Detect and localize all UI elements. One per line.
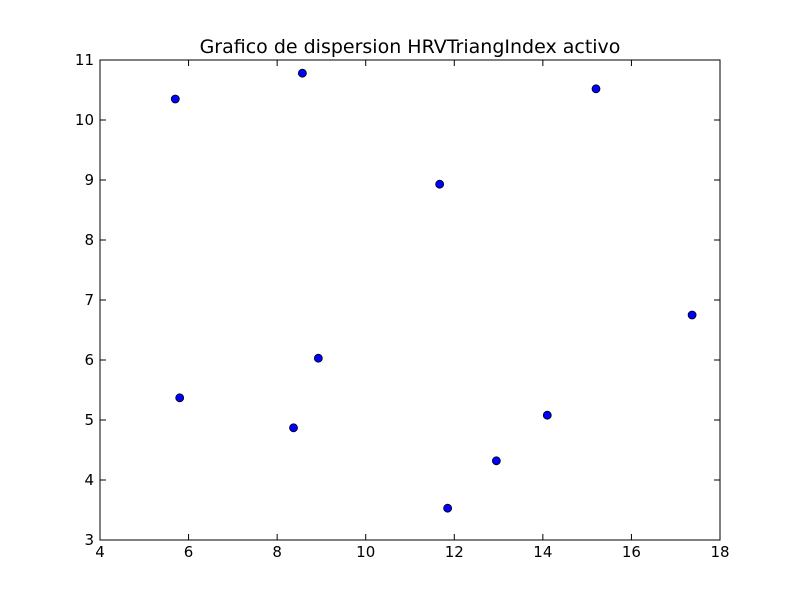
data-point [175, 393, 185, 403]
y-tick-label: 8 [84, 231, 94, 249]
data-point [687, 310, 697, 320]
data-point [435, 179, 445, 189]
x-tick-label: 6 [184, 543, 194, 561]
data-point [491, 456, 501, 466]
data-point [542, 410, 552, 420]
y-tick-label: 4 [84, 471, 94, 489]
data-point [170, 94, 180, 104]
data-point [297, 68, 307, 78]
x-tick-label: 18 [710, 543, 729, 561]
x-tick-label: 10 [356, 543, 375, 561]
chart-title: Grafico de dispersion HRVTriangIndex act… [200, 36, 621, 58]
data-points [170, 68, 697, 513]
plot-area [99, 59, 721, 541]
x-tick-label: 14 [533, 543, 552, 561]
data-point [313, 353, 323, 363]
x-tick-label: 4 [95, 543, 105, 561]
data-point [443, 503, 453, 513]
y-tick-label: 7 [84, 291, 94, 309]
data-point [591, 84, 601, 94]
y-tick-label: 3 [84, 531, 94, 549]
y-tick-label: 11 [75, 51, 94, 69]
x-tick-label: 12 [445, 543, 464, 561]
y-tick-label: 6 [84, 351, 94, 369]
x-tick-label: 8 [272, 543, 282, 561]
axis-ticks [99, 59, 721, 541]
data-point [289, 423, 298, 433]
y-tick-label: 10 [75, 111, 94, 129]
x-tick-label: 16 [622, 543, 641, 561]
y-tick-label: 9 [84, 171, 94, 189]
y-tick-label: 5 [84, 411, 94, 429]
